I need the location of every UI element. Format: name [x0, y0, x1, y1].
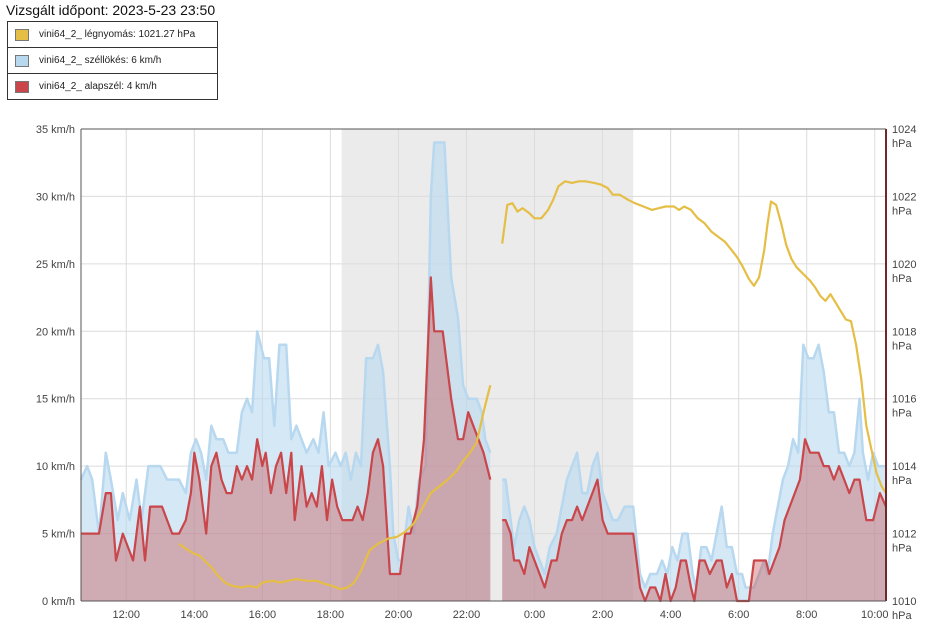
x-tick-label: 8:00 — [796, 609, 817, 621]
y-right-tick-label: 1014 hPa — [892, 461, 916, 487]
weather-chart: 0 km/h 5 km/h 10 km/h 15 km/h 20 km/h 25 km/h… — [36, 124, 917, 622]
x-tick-label: 14:00 — [181, 609, 209, 621]
legend-label-wind: vini64_2_ alapszél: 4 km/h — [39, 81, 157, 92]
series-area-gust — [502, 344, 886, 601]
x-tick-label: 6:00 — [728, 609, 749, 621]
legend-label-pressure: vini64_2_ légnyomás: 1021.27 hPa — [39, 29, 196, 40]
y-left-tick-label: 15 km/h — [36, 394, 75, 406]
y-right-tick-label: 1022 hPa — [892, 191, 916, 217]
x-tick-label: 0:00 — [524, 609, 545, 621]
chart-legend: vini64_2_ légnyomás: 1021.27 hPa vini64_… — [7, 21, 218, 100]
y-right-tick-label: 1018 hPa — [892, 326, 916, 352]
series-line-pressure — [501, 180, 887, 494]
y-right-tick-label: 1020 hPa — [892, 259, 916, 285]
page-title: Vizsgált időpont: 2023-5-23 23:50 — [6, 2, 216, 18]
y-left-tick-label: 10 km/h — [36, 461, 75, 473]
y-left-tick-label: 30 km/h — [36, 191, 75, 203]
y-left-tick-label: 25 km/h — [36, 259, 75, 271]
x-tick-label: 18:00 — [317, 609, 345, 621]
y-left-tick-label: 20 km/h — [36, 326, 75, 338]
x-tick-label: 4:00 — [660, 609, 681, 621]
series-line-wind — [502, 438, 888, 603]
legend-swatch-wind — [15, 80, 29, 93]
legend-item-gust[interactable]: vini64_2_ széllökés: 6 km/h — [8, 48, 217, 74]
legend-item-pressure[interactable]: vini64_2_ légnyomás: 1021.27 hPa — [8, 22, 217, 48]
x-tick-label: 12:00 — [112, 609, 140, 621]
legend-swatch-gust — [15, 54, 29, 67]
x-tick-label: 20:00 — [385, 609, 413, 621]
legend-swatch-pressure — [15, 28, 29, 41]
x-tick-label: 10:00 — [861, 609, 889, 621]
y-left-tick-label: 0 km/h — [42, 596, 75, 608]
series-line-pressure — [178, 384, 492, 591]
y-right-tick-label: 1012 hPa — [892, 529, 916, 555]
series-area-wind — [81, 277, 491, 601]
series-area-wind — [502, 439, 886, 601]
y-left-tick-label: 5 km/h — [42, 529, 75, 541]
legend-item-wind[interactable]: vini64_2_ alapszél: 4 km/h — [8, 74, 217, 99]
x-tick-label: 22:00 — [453, 609, 481, 621]
series-line-wind — [81, 276, 492, 576]
legend-label-gust: vini64_2_ széllökés: 6 km/h — [39, 55, 162, 66]
x-tick-label: 16:00 — [249, 609, 277, 621]
y-right-tick-label: 1016 hPa — [892, 394, 916, 420]
y-right-tick-label: 1010 hPa — [892, 596, 916, 622]
y-right-tick-label: 1024 hPa — [892, 124, 916, 150]
x-tick-label: 2:00 — [592, 609, 613, 621]
y-left-tick-label: 35 km/h — [36, 124, 75, 136]
series-area-gust — [81, 142, 491, 601]
